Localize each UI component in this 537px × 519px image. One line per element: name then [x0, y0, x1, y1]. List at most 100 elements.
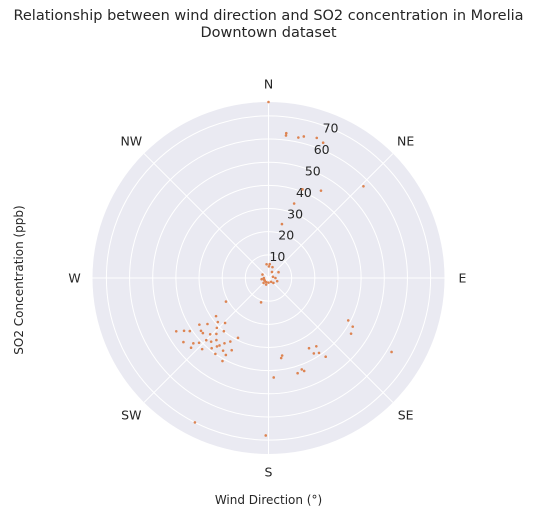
data-point	[268, 262, 272, 266]
data-point	[272, 376, 276, 379]
data-point	[259, 301, 263, 304]
data-point	[236, 336, 240, 340]
angular-gridline-se	[268, 277, 394, 403]
data-point	[182, 329, 186, 333]
chart-title-line-1: Relationship between wind direction and …	[13, 8, 524, 24]
data-point	[267, 100, 270, 104]
data-point	[284, 134, 288, 137]
data-point	[223, 341, 226, 345]
data-point	[307, 346, 311, 350]
data-point	[210, 346, 213, 350]
data-point	[349, 332, 353, 335]
data-point	[315, 136, 319, 140]
r-tick-label-10: 10	[269, 249, 285, 264]
data-point	[214, 352, 217, 356]
data-point	[315, 344, 318, 348]
data-point	[221, 349, 225, 352]
data-point	[297, 136, 300, 139]
data-point	[197, 341, 201, 345]
data-point	[267, 281, 270, 284]
data-point	[267, 265, 271, 268]
data-point	[224, 300, 228, 303]
data-point	[271, 265, 274, 269]
theta-tick-labels: N NE E SE S SW W NW	[68, 77, 466, 480]
data-point	[208, 333, 212, 336]
data-point	[200, 347, 204, 351]
data-point	[230, 348, 234, 352]
r-tick-label-70: 70	[323, 121, 339, 136]
theta-label-ne: NE	[397, 133, 414, 148]
data-point	[272, 281, 275, 285]
data-point	[264, 283, 268, 286]
data-point	[274, 276, 277, 280]
data-point	[216, 320, 220, 324]
data-point	[215, 345, 219, 348]
data-point	[362, 185, 365, 188]
data-point	[193, 421, 197, 424]
theta-label-w: W	[68, 271, 80, 286]
data-point	[223, 321, 227, 325]
data-point	[192, 342, 195, 345]
data-point	[270, 270, 274, 274]
chart-title-line-2: Downtown dataset	[200, 25, 337, 41]
data-point	[269, 280, 273, 284]
data-point	[261, 273, 264, 276]
data-point	[284, 131, 288, 135]
theta-label-se: SE	[398, 408, 414, 423]
data-point	[174, 329, 178, 333]
data-point	[321, 141, 325, 145]
data-point	[280, 222, 284, 226]
data-point	[346, 319, 350, 322]
data-point	[296, 371, 299, 375]
data-points	[174, 100, 393, 437]
data-point	[302, 135, 306, 138]
data-point	[222, 329, 226, 333]
data-point	[264, 434, 268, 437]
x-axis-label: Wind Direction (°)	[214, 493, 323, 507]
data-point	[351, 325, 355, 328]
data-point	[182, 340, 185, 344]
data-point	[218, 344, 221, 347]
angular-gridline-ne	[268, 153, 394, 279]
data-point	[263, 279, 267, 282]
data-point	[280, 354, 284, 357]
theta-label-n: N	[264, 77, 273, 92]
data-point	[201, 331, 205, 335]
data-point	[324, 355, 327, 358]
theta-label-sw: SW	[121, 408, 141, 423]
data-point	[204, 338, 208, 342]
data-point	[209, 340, 213, 343]
data-point	[275, 279, 279, 283]
angular-gridline-nw	[143, 153, 269, 279]
data-point	[199, 329, 203, 333]
data-point	[229, 340, 232, 343]
data-point	[302, 369, 306, 373]
radial-tick-labels: 10 20 30 40 50 60 70	[269, 121, 338, 264]
data-point	[188, 329, 192, 333]
data-point	[260, 277, 263, 281]
data-point	[390, 350, 393, 354]
r-tick-label-60: 60	[314, 142, 330, 157]
y-axis-label: SO2 Concentration (ppb)	[12, 205, 26, 355]
data-point	[301, 188, 304, 191]
r-tick-label-50: 50	[305, 164, 321, 179]
theta-label-s: S	[265, 465, 273, 480]
data-point	[221, 359, 224, 363]
data-point	[224, 353, 228, 357]
data-point	[279, 356, 283, 360]
data-point	[214, 314, 218, 318]
data-point	[262, 281, 265, 285]
data-point	[206, 322, 209, 326]
data-point	[265, 262, 268, 266]
data-point	[300, 368, 304, 371]
data-point	[317, 351, 321, 355]
data-point	[189, 346, 193, 350]
r-tick-label-20: 20	[278, 228, 294, 243]
data-point	[262, 276, 266, 280]
data-point	[198, 323, 201, 326]
data-point	[215, 326, 219, 330]
data-point	[277, 270, 280, 274]
data-point	[292, 202, 296, 205]
data-point	[271, 275, 275, 279]
